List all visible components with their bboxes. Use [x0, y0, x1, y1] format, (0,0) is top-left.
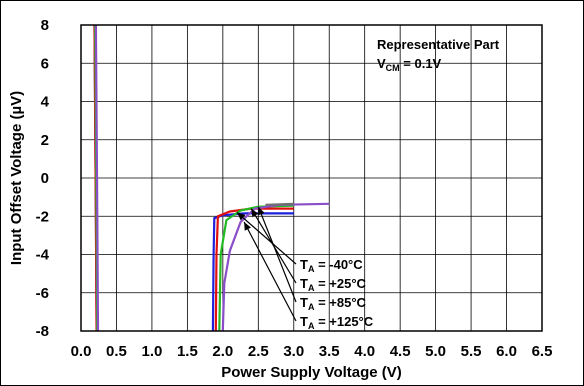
annotation-arrowhead — [251, 208, 259, 218]
y-tick-label: -8 — [36, 323, 49, 340]
y-tick-label: 6 — [41, 55, 49, 72]
temperature-label: TA = +125°C — [300, 314, 374, 331]
temperature-annotations: TA = -40°C TA = +25°C TA = +85°C TA = +125°… — [236, 206, 374, 331]
x-tick-label: 3.5 — [319, 343, 340, 360]
y-tick-label: -6 — [36, 285, 49, 302]
x-tick-label: 2.5 — [248, 343, 269, 360]
x-tick-label: 4.5 — [390, 343, 411, 360]
annotation-arrowhead — [237, 212, 246, 221]
y-tick-label: 8 — [41, 17, 49, 34]
note-line-2: VCM = 0.1V — [377, 56, 442, 73]
note-line-1: Representative Part — [377, 37, 500, 52]
temperature-label: TA = +85°C — [300, 295, 367, 312]
y-tick-labels: 8 6 4 2 0 -2 -4 -6 -8 — [36, 17, 50, 340]
x-tick-label: 0.5 — [106, 343, 127, 360]
x-tick-label: 6.5 — [532, 343, 553, 360]
annotation-arrow — [243, 221, 297, 322]
y-tick-label: 4 — [41, 94, 50, 111]
x-tick-label: 5.0 — [425, 343, 446, 360]
temperature-label: TA = -40°C — [300, 257, 363, 274]
x-tick-label: 3.0 — [283, 343, 304, 360]
y-tick-label: 0 — [41, 170, 49, 187]
x-tick-labels: 0.0 0.5 1.0 1.5 2.0 2.5 3.0 3.5 4.0 4.5 5.0 5.5 6.0 6… — [71, 343, 553, 360]
plot-border — [80, 24, 543, 332]
annotation-arrow — [236, 211, 297, 265]
series-line-4 — [94, 24, 100, 332]
y-tick-label: -4 — [36, 247, 50, 264]
y-tick-label: -2 — [36, 208, 49, 225]
chart-note: Representative Part VCM = 0.1V — [377, 37, 500, 73]
x-axis-label: Power Supply Voltage (V) — [221, 364, 402, 381]
x-tick-label: 1.0 — [141, 343, 162, 360]
annotation-arrowhead — [257, 206, 265, 216]
x-tick-label: 6.0 — [496, 343, 517, 360]
y-tick-label: 2 — [41, 132, 49, 149]
temperature-label: TA = +25°C — [300, 276, 367, 293]
annotation-arrowhead — [244, 221, 251, 231]
series-line-5 — [265, 202, 294, 206]
x-tick-label: 0.0 — [71, 343, 92, 360]
x-tick-label: 2.0 — [212, 343, 233, 360]
x-tick-label: 4.0 — [354, 343, 375, 360]
x-tick-label: 5.5 — [461, 343, 482, 360]
annotation-arrow — [257, 206, 297, 303]
y-axis-label: Input Offset Voltage (µV) — [8, 91, 25, 265]
x-tick-label: 1.5 — [177, 343, 198, 360]
